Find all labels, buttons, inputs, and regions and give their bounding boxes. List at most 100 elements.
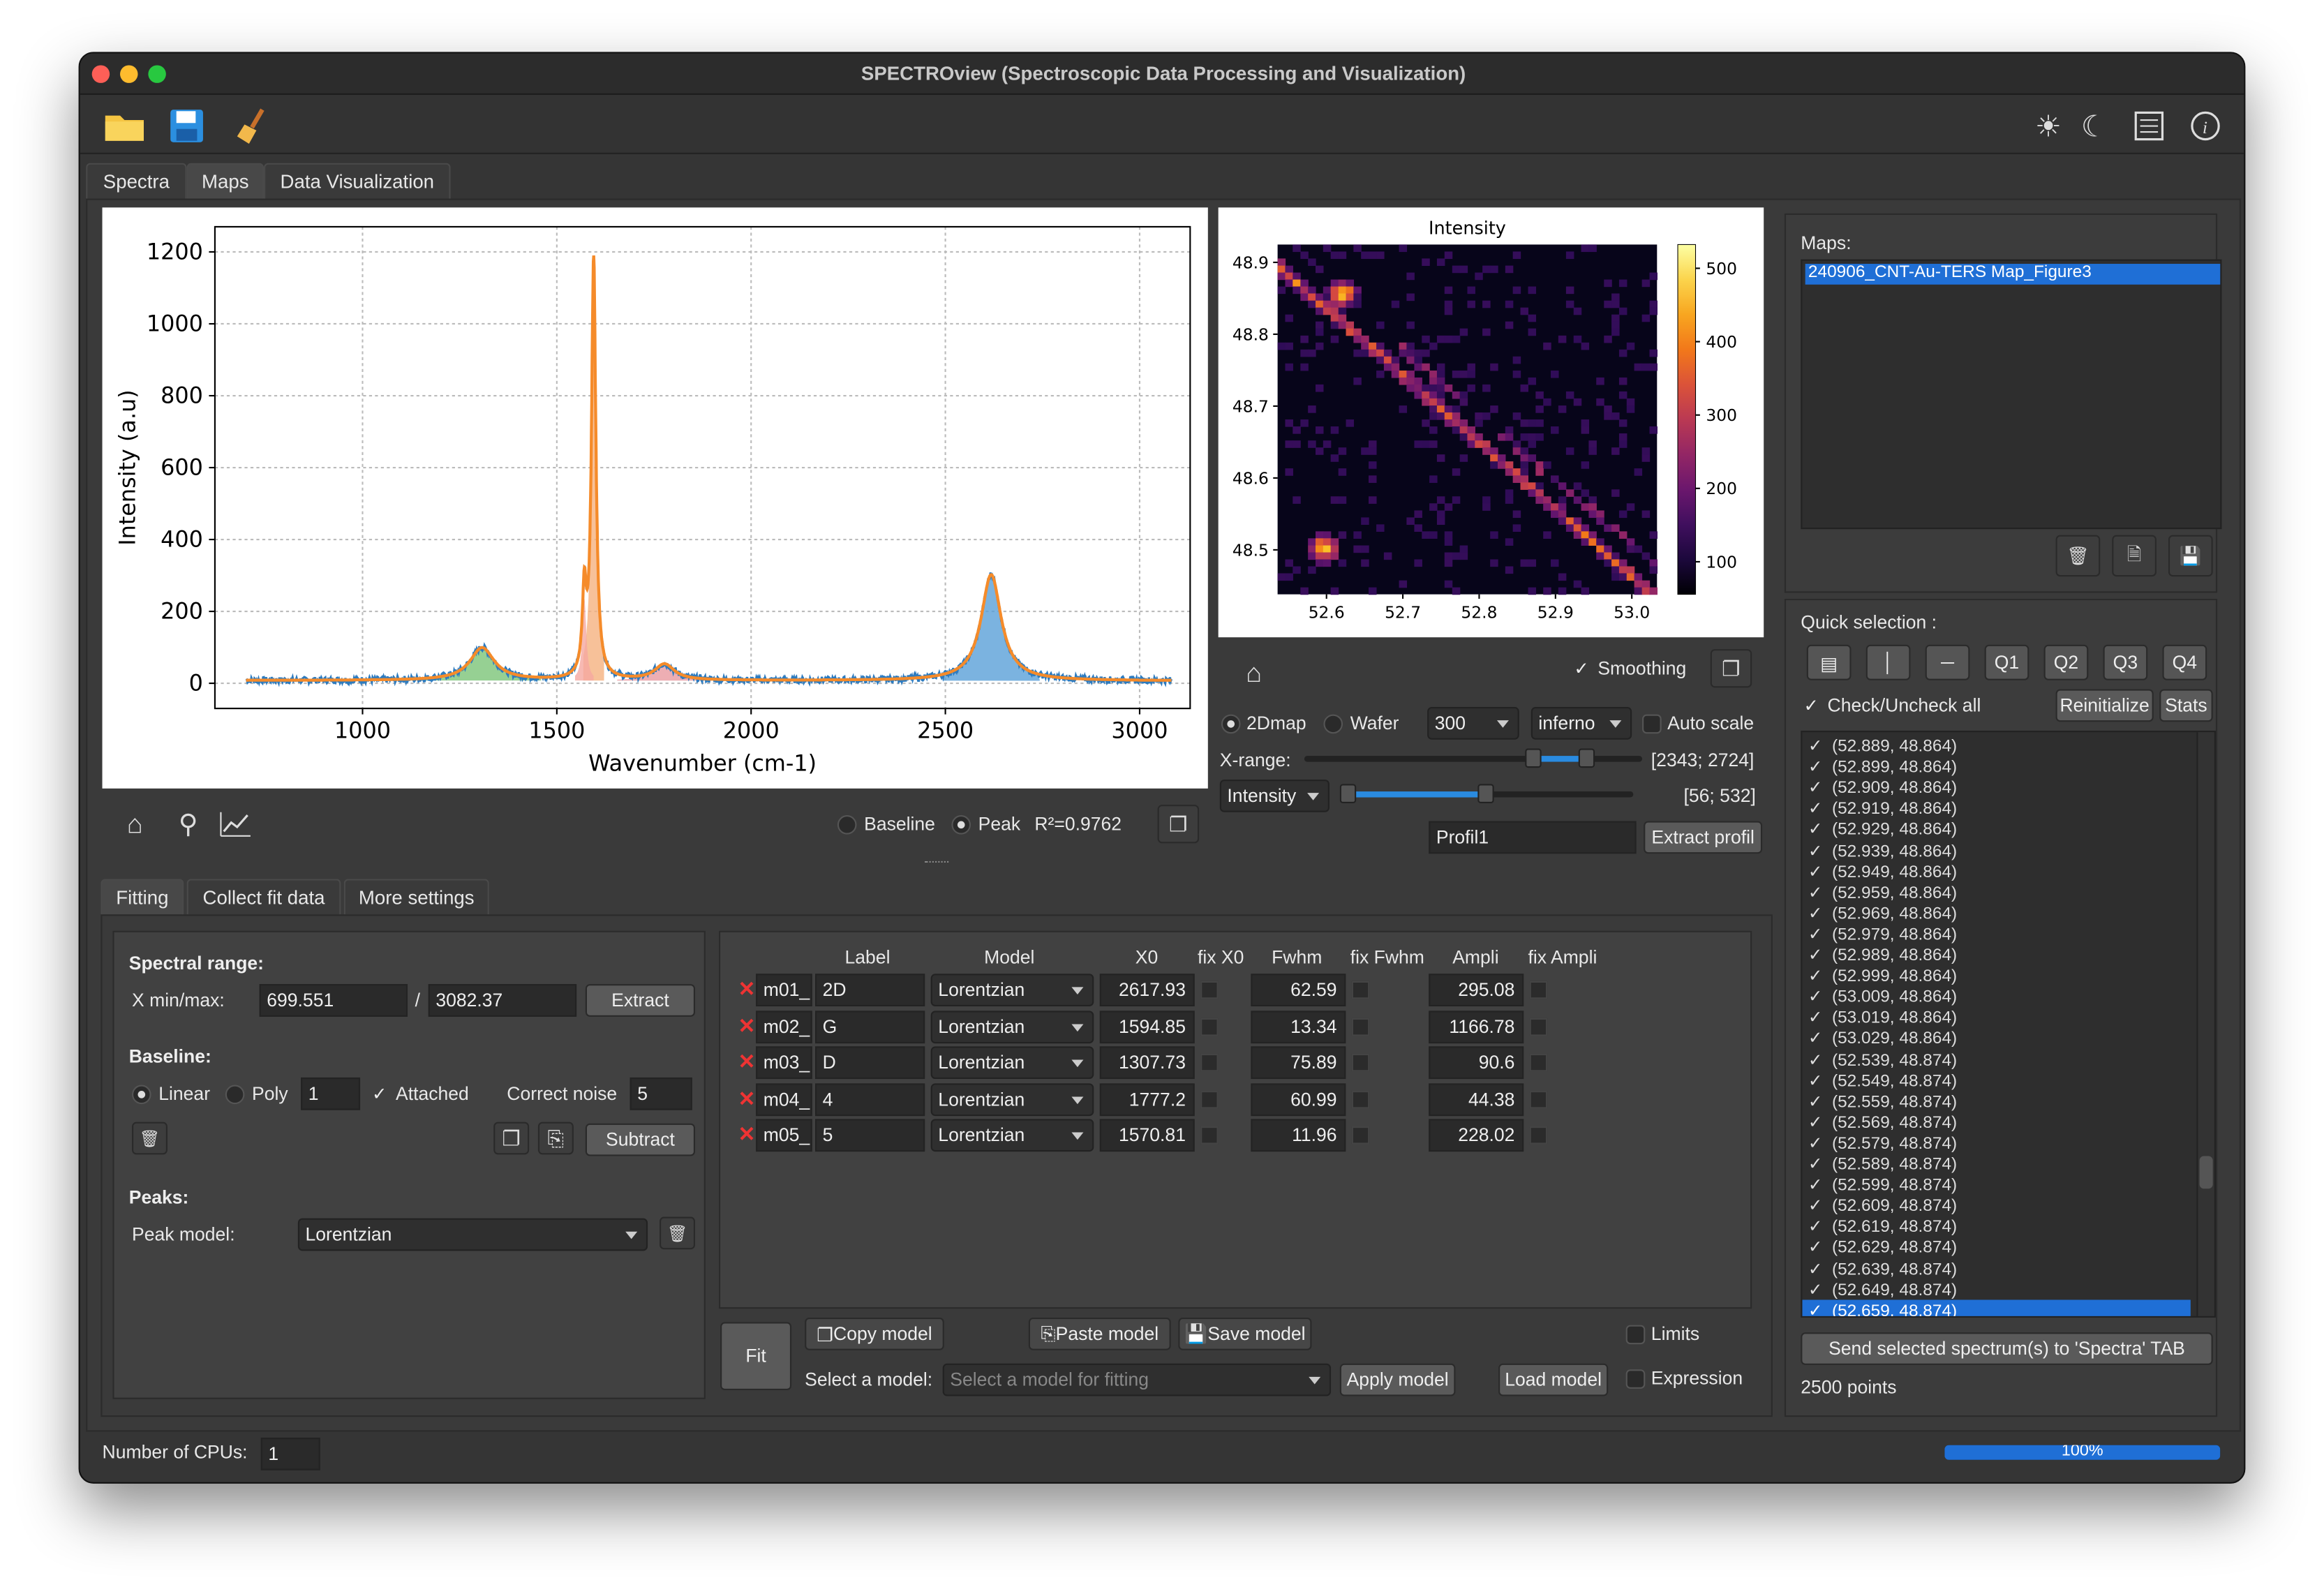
trash-icon[interactable]: 🗑 [2055,535,2101,577]
peak-model-combo[interactable]: Lorentzian [297,1218,648,1251]
spectra-list-item[interactable]: ✓ (53.029, 48.864) [1808,1028,2196,1048]
peak-x0-input[interactable]: 1307.73 [1099,1046,1195,1080]
trash-icon[interactable]: 🗑 [660,1216,696,1250]
peak-label-input[interactable]: D [815,1046,925,1080]
poly-order-spinbox[interactable]: 1 [301,1077,361,1110]
item-checkbox[interactable]: ✓ [1808,863,1823,881]
q3-button[interactable]: Q3 [2103,644,2148,680]
paste-model-button[interactable]: ⎘ Paste model [1028,1317,1171,1350]
item-checkbox[interactable]: ✓ [1808,821,1823,840]
item-checkbox[interactable]: ✓ [1808,967,1823,986]
tab-collect-fit-data[interactable]: Collect fit data [186,879,341,915]
peak-fwhm-input[interactable]: 60.99 [1251,1082,1346,1116]
fix-x0-checkbox[interactable] [1200,1089,1219,1108]
item-checkbox[interactable]: ✓ [1808,1114,1823,1133]
item-checkbox[interactable]: ✓ [1808,1219,1823,1237]
item-checkbox[interactable]: ✓ [1808,800,1823,819]
delete-peak-icon[interactable]: ✕ [738,1049,756,1073]
log-icon[interactable] [2125,103,2173,150]
spectra-list-item[interactable]: ✓ (52.629, 48.874) [1808,1237,2196,1257]
horizontal-line-icon[interactable]: ─ [1925,644,1970,680]
peak-fwhm-input[interactable]: 62.59 [1251,974,1346,1006]
item-checkbox[interactable]: ✓ [1808,759,1823,777]
item-checkbox[interactable]: ✓ [1808,884,1823,902]
peak-label-input[interactable]: 4 [815,1082,925,1116]
spectra-list-item[interactable]: ✓ (53.019, 48.864) [1808,1007,2196,1027]
spectra-list-item[interactable]: ✓ (52.959, 48.864) [1808,881,2196,902]
fix-fwhm-checkbox[interactable] [1351,1053,1370,1072]
fix-fwhm-checkbox[interactable] [1351,981,1370,999]
tab-more-settings[interactable]: More settings [343,879,489,915]
maximize-window-button[interactable] [148,65,166,83]
vertical-line-icon[interactable]: │ [1865,644,1911,680]
peak-model-combo[interactable]: Lorentzian [930,1046,1094,1080]
peak-ampli-input[interactable]: 90.6 [1429,1046,1524,1080]
maps-list[interactable]: 240906_CNT-Au-TERS Map_Figure3 [1801,259,2222,530]
spectra-list-item[interactable]: ✓ (52.969, 48.864) [1808,902,2196,923]
spectra-list-item[interactable]: ✓ (52.919, 48.864) [1808,798,2196,819]
item-checkbox[interactable]: ✓ [1808,842,1823,860]
tab-spectra[interactable]: Spectra [86,163,187,199]
item-checkbox[interactable]: ✓ [1808,988,1823,1007]
paste-baseline-icon[interactable]: ⎘ [537,1122,574,1155]
fix-fwhm-checkbox[interactable] [1351,1089,1370,1108]
delete-peak-icon[interactable]: ✕ [738,1013,756,1037]
model-select-combo[interactable]: Select a model for fitting [942,1363,1332,1396]
spectrum-plot[interactable]: 1000 1500 2000 2500 3000 0 200 400 600 800 1000 120… [102,207,1208,789]
folder-icon[interactable] [100,103,148,150]
fix-fwhm-checkbox[interactable] [1351,1126,1370,1145]
item-checkbox[interactable]: ✓ [1808,1051,1823,1070]
minimize-window-button[interactable] [120,65,138,83]
peak-radio[interactable] [951,815,971,835]
spectra-list-item[interactable]: ✓ (52.659, 48.874) [1802,1299,2191,1316]
extract-button[interactable]: Extract [585,984,696,1017]
spectra-list-item[interactable]: ✓ (52.579, 48.874) [1808,1132,2196,1153]
peak-ampli-input[interactable]: 44.38 [1429,1082,1524,1116]
item-checkbox[interactable]: ✓ [1808,738,1823,757]
sun-icon[interactable]: ☀ [2034,110,2062,143]
q4-button[interactable]: Q4 [2162,644,2207,680]
trash-icon[interactable]: 🗑 [132,1122,167,1155]
apply-model-button[interactable]: Apply model [1339,1363,1456,1396]
item-checkbox[interactable]: ✓ [1808,1135,1823,1154]
autoscale-checkbox[interactable] [1642,714,1662,734]
tab-maps[interactable]: Maps [186,163,265,199]
splitter-handle[interactable] [925,860,949,865]
peak-model-combo[interactable]: Lorentzian [930,1082,1094,1116]
item-checkbox[interactable]: ✓ [1808,926,1823,944]
item-checkbox[interactable]: ✓ [1808,1093,1823,1112]
resolution-combo[interactable]: 300 [1427,707,1519,740]
info-icon[interactable]: i [2182,103,2229,150]
spectra-list-item[interactable]: ✓ (52.649, 48.874) [1808,1279,2196,1299]
maps-list-item[interactable]: 240906_CNT-Au-TERS Map_Figure3 [1805,264,2221,285]
peak-label-input[interactable]: 2D [815,974,925,1006]
spectra-list[interactable]: ✓ (52.889, 48.864) ✓ (52.899, 48.864) ✓ (5… [1801,730,2216,1318]
peak-ampli-input[interactable]: 295.08 [1429,974,1524,1006]
fix-x0-checkbox[interactable] [1200,1017,1219,1036]
broom-icon[interactable] [228,103,276,150]
z-value-combo[interactable]: Intensity [1219,780,1329,812]
moon-icon[interactable]: ☾ [2080,110,2108,143]
xmin-input[interactable]: 699.551 [259,984,408,1017]
peak-label-input[interactable]: 5 [815,1119,925,1152]
q1-button[interactable]: Q1 [1984,644,2029,680]
spectra-list-item[interactable]: ✓ (52.909, 48.864) [1808,777,2196,797]
copy-map-icon[interactable]: ❐ [1710,649,1752,688]
fix-ampli-checkbox[interactable] [1529,1089,1548,1108]
load-model-button[interactable]: Load model [1498,1363,1609,1396]
scrollbar-thumb[interactable] [2199,1156,2213,1189]
peak-x0-input[interactable]: 2617.93 [1099,974,1195,1006]
zrange-max-handle[interactable] [1477,784,1494,804]
spectra-list-item[interactable]: ✓ (52.889, 48.864) [1808,735,2196,756]
check-all-checkbox[interactable]: ✓ [1803,695,1819,716]
tab-data-visualization[interactable]: Data Visualization [264,163,451,199]
fix-ampli-checkbox[interactable] [1529,1053,1548,1072]
home-icon[interactable]: ⌂ [1246,657,1262,687]
item-checkbox[interactable]: ✓ [1808,1281,1823,1299]
spectra-list-item[interactable]: ✓ (52.569, 48.874) [1808,1111,2196,1132]
delete-peak-icon[interactable]: ✕ [738,1085,756,1110]
xrange-min-handle[interactable] [1525,748,1542,768]
profile-name-input[interactable]: Profil1 [1429,821,1637,854]
spectra-list-item[interactable]: ✓ (52.559, 48.874) [1808,1090,2196,1111]
fix-ampli-checkbox[interactable] [1529,981,1548,999]
